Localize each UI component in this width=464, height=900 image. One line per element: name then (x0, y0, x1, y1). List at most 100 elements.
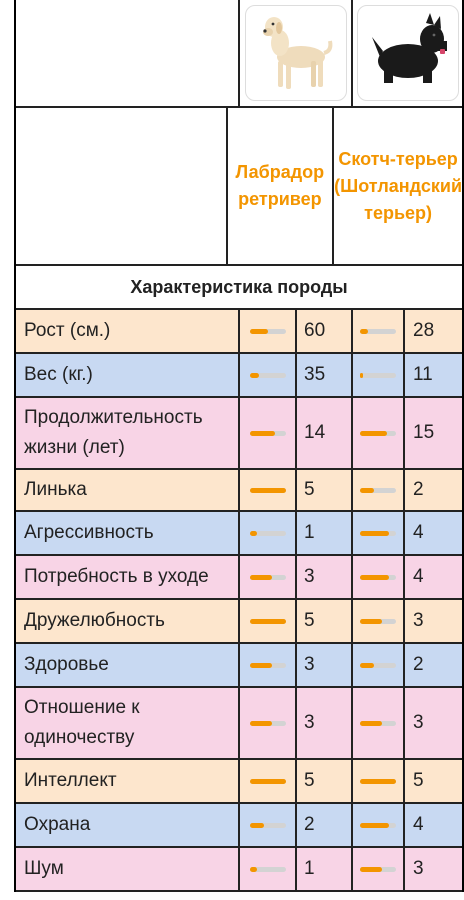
breed-1-name[interactable]: Лабрадор ретривер (235, 162, 325, 209)
breed-1-value: 2 (297, 804, 353, 846)
breed-1-rating-bar (249, 720, 286, 726)
breed-2-value: 5 (413, 770, 424, 791)
rating-fill (360, 328, 368, 334)
rating-fill (360, 866, 382, 872)
rating-fill (360, 662, 374, 668)
breed-1-rating-bar-cell (240, 470, 297, 510)
section-header-row: Характеристика породы (16, 266, 462, 310)
breed-1-rating-bar-cell (240, 644, 297, 686)
breed-1-value: 1 (297, 848, 353, 890)
rating-fill (360, 372, 363, 378)
breed-2-rating-bar (360, 662, 396, 668)
characteristic-label: Вес (кг.) (16, 354, 240, 396)
breed-2-name[interactable]: Скотч-терьер (Шотландский терьер) (334, 148, 463, 223)
breed-2-value: 3 (413, 610, 424, 631)
breed-2-rating-bar (360, 866, 396, 872)
breed-2-rating-bar (360, 618, 396, 624)
breed-1-rating-bar-cell (240, 848, 297, 890)
characteristic-label: Линька (16, 470, 240, 510)
rating-fill (360, 487, 374, 493)
breed-2-value: 2 (413, 479, 424, 500)
breed-2-rating-bar-cell (353, 556, 405, 598)
characteristic-row: Потребность в уходе 3 4 (16, 556, 462, 600)
rating-fill (249, 574, 272, 580)
breed-2-rating-bar-cell (353, 848, 405, 890)
rating-fill (249, 487, 286, 493)
breed-2-rating-bar-cell (353, 354, 405, 396)
characteristic-row: Дружелюбность 5 3 (16, 600, 462, 644)
scottish-terrier-dog-image (371, 13, 447, 83)
rating-fill (249, 530, 257, 536)
breed-1-value: 3 (297, 688, 353, 758)
breed-2-value: 3 (413, 858, 424, 879)
characteristic-label: Дружелюбность (16, 600, 240, 642)
rating-fill (360, 822, 389, 828)
rating-fill (249, 866, 257, 872)
characteristic-row: Охрана 2 4 (16, 804, 462, 848)
breed-1-rating-bar-cell (240, 310, 297, 352)
characteristic-row: Интеллект 5 5 (16, 760, 462, 804)
breed-1-rating-bar-cell (240, 600, 297, 642)
breed-photos-row (16, 0, 462, 108)
breed-1-rating-bar-cell (240, 398, 297, 468)
characteristic-row: Линька 5 2 (16, 470, 462, 512)
breed-1-value: 35 (297, 354, 353, 396)
breed-1-value: 1 (297, 512, 353, 554)
breed-2-value: 11 (413, 364, 433, 385)
breed-1-rating-bar-cell (240, 354, 297, 396)
rating-fill (360, 530, 389, 536)
breed-2-rating-bar-cell (353, 804, 405, 846)
breed-1-rating-bar (249, 822, 286, 828)
breed-2-name-cell: Скотч-терьер (Шотландский терьер) (334, 108, 462, 264)
scottish-terrier-photo[interactable] (356, 5, 459, 101)
rating-fill (360, 430, 387, 436)
breed-2-rating-bar (360, 720, 396, 726)
characteristic-label: Охрана (16, 804, 240, 846)
breed-2-rating-bar-cell (353, 470, 405, 510)
characteristic-label: Отношение к одиночеству (16, 688, 240, 758)
rating-fill (249, 778, 286, 784)
characteristics-list: Рост (см.) 60 28 Вес (кг.) 35 11 Продолжительн… (16, 310, 462, 892)
breed-1-rating-bar (249, 778, 286, 784)
breed-1-rating-bar-cell (240, 804, 297, 846)
rating-fill (249, 720, 272, 726)
breed-2-value: 4 (413, 814, 424, 835)
breed-1-photo-cell (240, 0, 353, 106)
breed-comparison-table: Лабрадор ретривер Скотч-терьер (Шотландс… (14, 0, 464, 892)
characteristic-label: Здоровье (16, 644, 240, 686)
breed-2-rating-bar (360, 487, 396, 493)
breed-1-rating-bar (249, 530, 286, 536)
labrador-dog-image (262, 17, 332, 89)
breed-2-rating-bar-cell (353, 760, 405, 802)
breed-1-rating-bar (249, 328, 286, 334)
breed-2-value: 15 (413, 422, 435, 443)
rating-fill (249, 662, 272, 668)
empty-header-cell (16, 0, 240, 106)
breed-1-value: 5 (297, 470, 353, 510)
breed-2-rating-bar (360, 530, 396, 536)
characteristic-row: Шум 1 3 (16, 848, 462, 892)
labrador-photo[interactable] (244, 5, 347, 101)
breed-2-rating-bar-cell (353, 310, 405, 352)
characteristic-label: Шум (16, 848, 240, 890)
characteristic-label: Продолжительность жизни (лет) (16, 398, 240, 468)
breed-1-rating-bar (249, 574, 286, 580)
breed-2-rating-bar (360, 372, 396, 378)
rating-fill (360, 720, 382, 726)
breed-1-value: 60 (297, 310, 353, 352)
rating-fill (249, 430, 275, 436)
breed-1-rating-bar (249, 618, 286, 624)
breed-1-value: 5 (297, 600, 353, 642)
characteristic-row: Отношение к одиночеству 3 3 (16, 688, 462, 760)
section-title: Характеристика породы (130, 276, 348, 297)
characteristic-row: Вес (кг.) 35 11 (16, 354, 462, 398)
breed-names-row: Лабрадор ретривер Скотч-терьер (Шотландс… (16, 108, 462, 266)
rating-fill (249, 822, 264, 828)
characteristic-label: Рост (см.) (16, 310, 240, 352)
characteristic-label: Интеллект (16, 760, 240, 802)
breed-1-rating-bar-cell (240, 760, 297, 802)
breed-1-value: 14 (297, 398, 353, 468)
breed-1-rating-bar (249, 662, 286, 668)
breed-2-value: 4 (413, 566, 424, 587)
breed-1-rating-bar (249, 430, 286, 436)
